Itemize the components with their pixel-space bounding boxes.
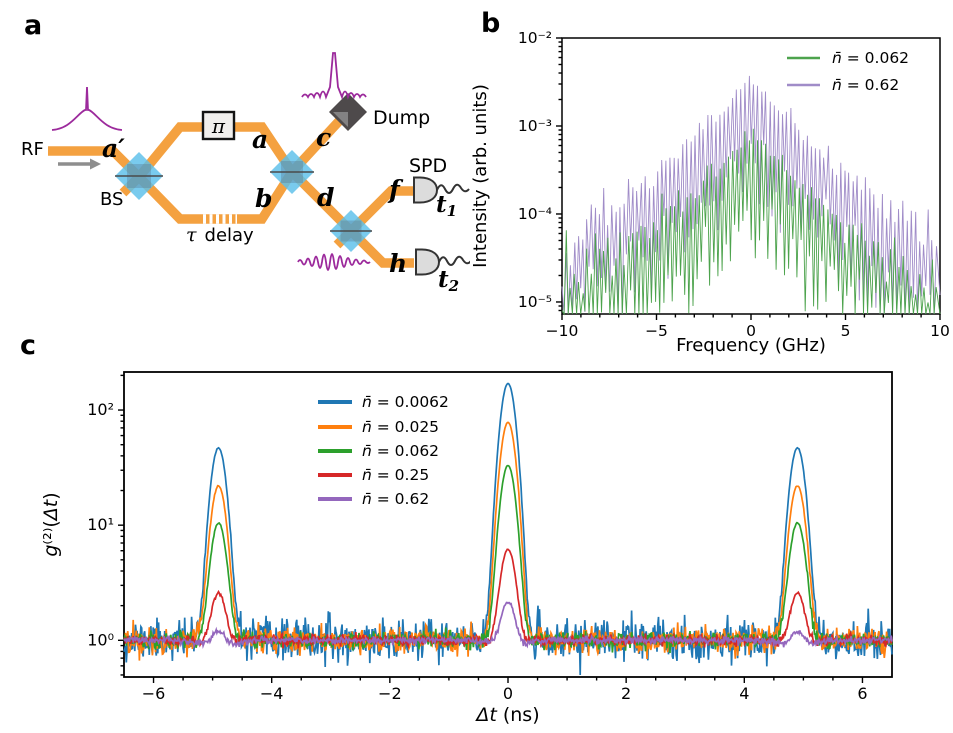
legend: n̄ = 0.062 n̄ = 0.62 (787, 49, 909, 94)
x-tick-label: −5 (645, 322, 668, 340)
legend-label: n̄ = 0.062 (832, 49, 909, 67)
t2-subscript: 2 (448, 277, 459, 295)
delay-word: delay (205, 225, 255, 246)
y-tick-label: 10² (87, 400, 114, 419)
tau-delay-label: τ delay (186, 224, 254, 246)
mode-d-label: d (317, 183, 334, 212)
spd-label: SPD (409, 155, 447, 177)
pulse-sketches (51, 52, 371, 271)
x-tick-label: 0 (503, 684, 513, 703)
y-tick-label: 10⁻² (518, 29, 552, 47)
legend-label: n̄ = 0.0062 (362, 393, 449, 411)
series-line-n̄ = 0.062 (123, 464, 893, 654)
interferometer-diagram: π RF a′ BS τ delay (21, 52, 470, 295)
x-axis-label: Δt (ns) (474, 704, 539, 726)
g2-plot: −6 −4 −2 0 2 4 6 10⁰ 10¹ 10² Δt (ns) g⁽²⁾(Δt) n̄ = 0… (40, 371, 893, 726)
y-axis-label: g⁽²⁾(Δt) (40, 492, 62, 556)
mode-f-label: f (387, 175, 404, 204)
y-tick-label: 10⁻⁴ (518, 205, 552, 223)
x-tick-label: 10 (930, 322, 950, 340)
x-tick-label: 6 (857, 684, 867, 703)
t2-label: t2 (438, 266, 459, 295)
spd-detector-2 (415, 248, 470, 276)
beam-splitter-3 (330, 210, 372, 252)
dump-inner (333, 112, 348, 127)
axis-ticks (118, 374, 864, 683)
detector-2-signal-wire (438, 255, 470, 266)
input-pulse-sketch (51, 86, 123, 131)
beam-splitter-2 (270, 150, 314, 194)
y-tick-label: 10⁻⁵ (518, 293, 552, 311)
dump-label: Dump (373, 107, 430, 129)
mode-a-label: a (252, 125, 268, 154)
t1-subscript: 1 (447, 202, 457, 220)
sinc-pulse-sketch (301, 52, 367, 100)
t2-base: t (438, 266, 449, 293)
mode-a-prime-label: a′ (102, 134, 125, 163)
x-tick-label: 4 (739, 684, 749, 703)
x-tick-label: −4 (260, 684, 284, 703)
detector-1-body (413, 176, 439, 204)
legend-label: n̄ = 0.025 (362, 418, 439, 436)
bs-label: BS (100, 189, 123, 210)
spectrum-plot: −10 −5 0 5 10 10⁻⁵ 10⁻⁴ 10⁻³ 10⁻² Frequency (GHz)… (470, 29, 950, 356)
legend-label: n̄ = 0.062 (362, 442, 439, 460)
y-tick-label: 10¹ (87, 515, 114, 534)
mode-h-label: h (389, 249, 407, 278)
pi-box (201, 110, 236, 141)
legend-label: n̄ = 0.62 (362, 490, 429, 508)
spd-detector-1 (413, 176, 470, 204)
x-tick-label: −2 (378, 684, 402, 703)
tau-symbol: τ (186, 224, 197, 246)
y-tick-label: 10⁰ (87, 630, 114, 649)
legend-label: n̄ = 0.25 (362, 466, 429, 484)
detector-2-body (415, 248, 441, 276)
arrow-head-icon (90, 158, 101, 170)
x-tick-label: 0 (746, 322, 756, 340)
rf-label: RF (21, 139, 44, 160)
pi-label: π (211, 114, 226, 138)
legend: n̄ = 0.0062 n̄ = 0.025 n̄ = 0.062 n̄ = 0.25… (318, 393, 449, 508)
y-tick-label: 10⁻³ (518, 117, 552, 135)
propagation-arrow (58, 158, 101, 170)
x-tick-label: −10 (546, 322, 579, 340)
x-tick-label: 2 (621, 684, 631, 703)
legend-label: n̄ = 0.62 (832, 76, 899, 94)
mode-c-label: c (316, 123, 331, 152)
beam-dump-icon (329, 93, 367, 131)
t1-base: t (436, 191, 447, 218)
t1-label: t1 (436, 191, 457, 220)
y-axis-label: Intensity (arb. units) (470, 84, 491, 268)
beam-splitter-1 (115, 152, 163, 200)
panel-label-c: c (20, 330, 37, 361)
panel-label-b: b (481, 8, 501, 39)
detector-1-signal-wire (436, 183, 470, 194)
series-line-n̄ = 0.62 (123, 601, 893, 650)
x-tick-label: −6 (142, 684, 166, 703)
mode-b-label: b (255, 184, 272, 213)
panel-label-a: a (24, 10, 43, 41)
x-axis-label: Frequency (GHz) (676, 335, 826, 356)
x-tick-label: 5 (841, 322, 851, 340)
pi-phase-shifter: π (201, 110, 236, 141)
series-line-n̄ = 0.062 (561, 128, 941, 316)
wavepacket-sketch (297, 253, 371, 271)
axis-ticks (556, 37, 941, 320)
